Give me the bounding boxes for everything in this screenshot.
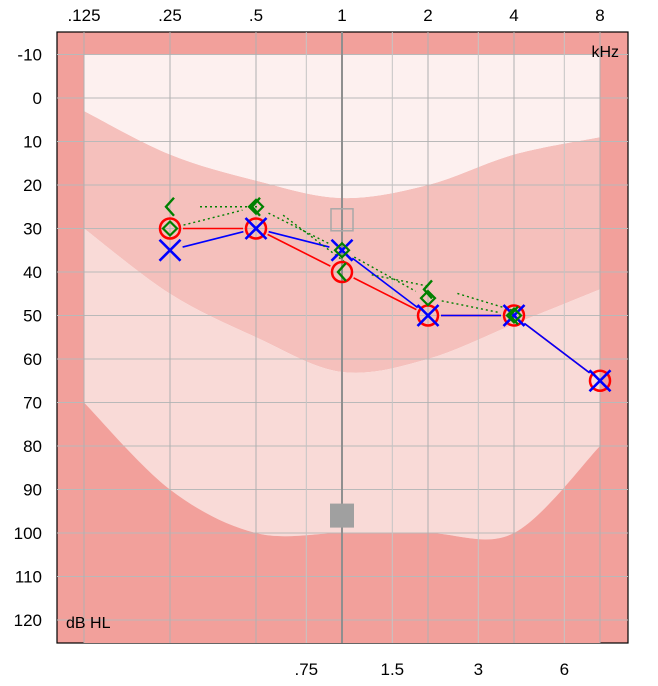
- y-tick-label: 110: [15, 568, 42, 587]
- masking-markers: [330, 208, 354, 528]
- left-ear-bone-point: [247, 198, 265, 216]
- y-tick-label: 60: [23, 350, 42, 369]
- left-ear-bone-point: [161, 219, 179, 238]
- y-tick-label: -10: [17, 46, 42, 65]
- left-ear-air-point: [158, 238, 182, 262]
- x-tick-label-top: .125: [67, 6, 100, 25]
- y-tick-label: 20: [23, 176, 42, 195]
- y-tick-label: 10: [23, 133, 42, 152]
- x-tick-label-top: 4: [509, 6, 518, 25]
- y-tick-label: 0: [33, 89, 42, 108]
- x-tick-label-bottom: 1.5: [380, 660, 404, 679]
- left-ear-air-point: [588, 369, 612, 393]
- x-tick-label-bottom: 6: [560, 660, 569, 679]
- left-ear-air-line: [351, 257, 419, 309]
- x-tick-label-top: 8: [595, 6, 604, 25]
- left-ear-bone-line: [183, 209, 243, 226]
- below-banana-region: [84, 402, 600, 643]
- masked-square-filled: [330, 503, 354, 528]
- x-tick-label-top: .25: [158, 6, 182, 25]
- x-axis-bottom-labels: .75 1.5 3 6: [294, 660, 569, 679]
- left-ear-air-point: [502, 304, 526, 327]
- left-ear-bone-point: [419, 289, 437, 307]
- y-tick-label: 100: [14, 524, 42, 543]
- x-tick-label-top: .5: [249, 6, 263, 25]
- x-tick-label-top: 1: [337, 6, 346, 25]
- right-ear-air-line: [353, 277, 417, 311]
- data-series: [158, 196, 612, 393]
- left-ear-bone-point: [333, 241, 351, 259]
- right-ear-air-point: [244, 217, 268, 240]
- left-ear-air-line: [268, 230, 330, 248]
- x-axis-top-labels: .125 .25 .5 1 2 4 8: [67, 6, 604, 25]
- x-tick-label-bottom: 3: [474, 660, 483, 679]
- y-tick-label: 80: [23, 437, 42, 456]
- x-tick-label-bottom: .75: [294, 660, 318, 679]
- y-axis-labels: -10 0 10 20 30 40 50 60 70 80 90 100 110 120: [14, 46, 42, 631]
- y-tick-label: 30: [23, 220, 42, 239]
- y-tick-label: 70: [23, 394, 42, 413]
- y-tick-label: 120: [14, 611, 42, 630]
- y-tick-label: 50: [23, 307, 42, 326]
- left-ear-bone-point: [505, 306, 523, 325]
- left-ear-bone-line: [268, 212, 330, 245]
- right-ear-air-point: [330, 260, 354, 284]
- right-ear-air-point: [158, 217, 182, 240]
- right-ear-bone-point: [164, 196, 175, 217]
- right-ear-air-line: [267, 233, 331, 267]
- right-ear-bone-point: [422, 279, 433, 300]
- right-ear-air-point: [502, 304, 526, 327]
- grid-lines: [57, 32, 628, 643]
- y-tick-label: 90: [23, 481, 42, 500]
- y-unit-label: dB HL: [66, 615, 111, 632]
- left-ear-air-line: [523, 322, 591, 374]
- masked-square-outline: [330, 208, 354, 232]
- x-tick-label-top: 2: [423, 6, 432, 25]
- y-tick-label: 40: [23, 263, 42, 282]
- left-ear-air-point: [244, 217, 268, 240]
- x-unit-label: kHz: [591, 44, 619, 61]
- left-ear-bone-line: [353, 256, 417, 292]
- left-ear-air-point: [330, 238, 354, 262]
- right-ear-bone-point: [336, 262, 347, 282]
- right-ear-air-point: [588, 369, 612, 392]
- left-ear-air-point: [416, 304, 440, 327]
- left-ear-air-line: [182, 230, 244, 248]
